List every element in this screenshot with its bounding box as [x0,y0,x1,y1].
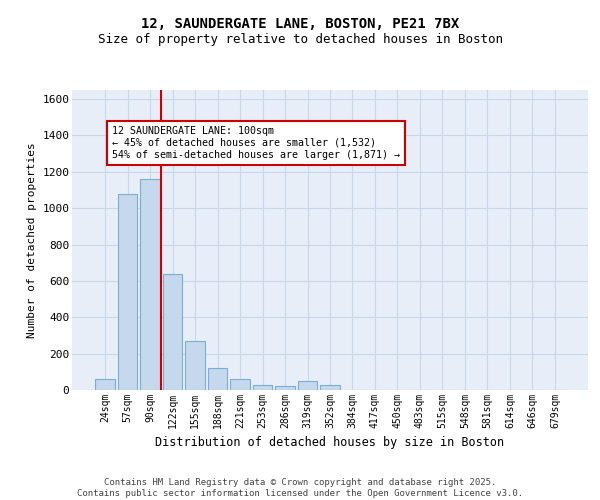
Bar [95,379,115,390]
Bar [118,194,137,390]
Bar [230,379,250,390]
Bar [275,386,295,390]
Bar [163,274,182,390]
X-axis label: Distribution of detached houses by size in Boston: Distribution of detached houses by size … [155,436,505,450]
Bar [320,384,340,390]
Text: 12 SAUNDERGATE LANE: 100sqm
← 45% of detached houses are smaller (1,532)
54% of : 12 SAUNDERGATE LANE: 100sqm ← 45% of det… [112,126,400,160]
Y-axis label: Number of detached properties: Number of detached properties [26,142,37,338]
Bar [185,341,205,390]
Bar [298,381,317,390]
Bar [208,368,227,390]
Bar [253,384,272,390]
Bar [140,179,160,390]
Text: Contains HM Land Registry data © Crown copyright and database right 2025.
Contai: Contains HM Land Registry data © Crown c… [77,478,523,498]
Text: 12, SAUNDERGATE LANE, BOSTON, PE21 7BX: 12, SAUNDERGATE LANE, BOSTON, PE21 7BX [141,18,459,32]
Text: Size of property relative to detached houses in Boston: Size of property relative to detached ho… [97,32,503,46]
